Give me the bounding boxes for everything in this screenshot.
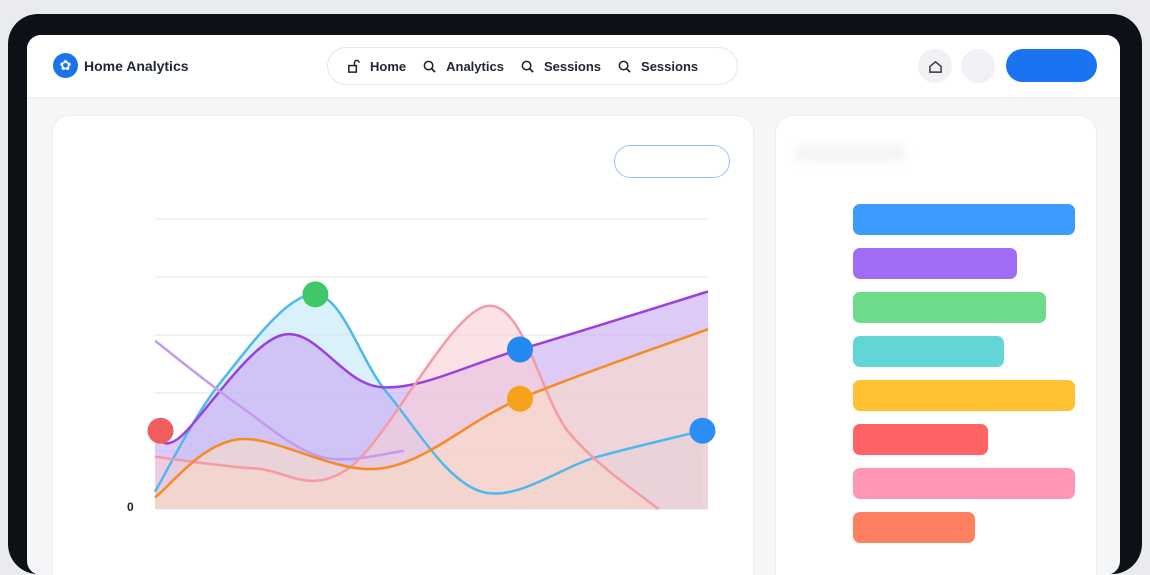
area-chart [147,218,716,510]
legend-bar [853,292,1047,323]
legend-bar [853,336,1004,367]
app-screen: ✿ Home Analytics Home Analytics Sessions… [27,35,1120,575]
data-point-marker [506,336,533,363]
home-icon [928,60,942,73]
chart-card: 0 [52,115,754,575]
chart-filter-button[interactable] [614,145,730,178]
home-button[interactable] [918,49,952,83]
lotus-icon: ✿ [53,53,78,78]
lock-open-icon [348,59,360,73]
series-area [155,329,708,509]
data-point-marker [302,281,329,308]
nav-label: Analytics [446,58,504,74]
avatar[interactable] [961,49,995,83]
series-line [154,328,709,499]
top-bar: ✿ Home Analytics Home Analytics Sessions… [27,35,1120,98]
legend-card [775,115,1097,575]
search-icon [618,60,631,73]
nav-item-home[interactable]: Home [346,59,406,74]
legend-bar [853,468,1075,499]
data-point-marker [506,385,533,412]
legend-bar [853,512,976,543]
nav-label: Home [370,58,407,74]
series-line [153,290,709,445]
nav-label: Sessions [641,58,699,74]
data-point-marker [147,417,174,444]
legend-bar [853,204,1075,235]
data-point-marker [689,417,716,444]
nav-item-sessions-2[interactable]: Sessions [617,59,698,74]
legend-bar [853,248,1018,279]
series-line [154,339,404,461]
card-title-placeholder [796,146,906,162]
series-line [153,293,703,495]
primary-action-button[interactable] [1006,49,1097,82]
y-tick-label: 0 [127,500,134,514]
nav-item-sessions[interactable]: Sessions [520,59,601,74]
search-icon [423,60,436,73]
nav-item-analytics[interactable]: Analytics [422,59,504,74]
search-icon [521,60,534,73]
legend-bar [853,380,1075,411]
nav-bar: Home Analytics Sessions Sessions [327,47,738,85]
nav-label: Sessions [543,58,602,74]
legend-bar [853,424,989,455]
series-line [154,304,660,510]
brand-name: Home Analytics [84,58,189,74]
